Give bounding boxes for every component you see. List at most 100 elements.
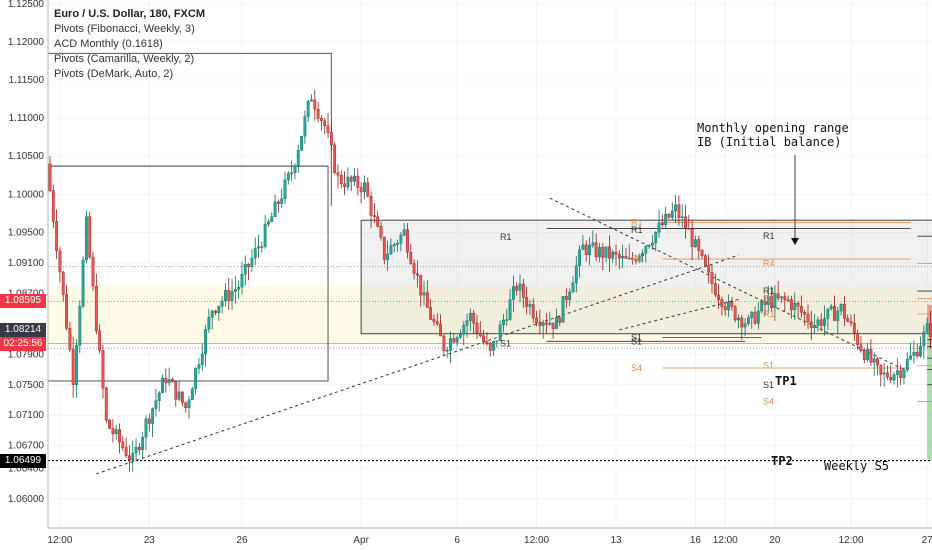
candle-body — [306, 101, 310, 117]
candle-body — [637, 255, 641, 262]
indicator-fib-pivots[interactable]: Pivots (Fibonacci, Weekly, 3) — [54, 23, 195, 35]
x-tick-label: 16 — [690, 535, 702, 546]
candle-body — [866, 348, 869, 360]
candle-body — [425, 292, 429, 308]
x-tick-label: 12:00 — [839, 535, 864, 546]
candle-body — [641, 252, 644, 256]
candle-body — [614, 251, 618, 255]
pivot-label: R1 — [631, 217, 643, 227]
candle-body — [839, 304, 843, 312]
y-tick-label: 1.08700 — [8, 288, 45, 299]
candle-body — [419, 275, 423, 296]
candle-body — [826, 308, 830, 319]
candle-body — [760, 301, 764, 312]
candle-body — [121, 441, 125, 448]
candle-body — [753, 311, 757, 324]
target-zone — [927, 330, 932, 461]
candle-body — [872, 358, 876, 363]
candle-body — [508, 299, 512, 320]
candle-body — [886, 372, 889, 378]
pivot-label: R1 — [631, 225, 643, 235]
candle-body — [707, 265, 711, 273]
candle-body — [561, 296, 565, 323]
candle-body — [690, 228, 694, 247]
candle-body — [558, 317, 562, 323]
candle-body — [525, 297, 529, 307]
pivot-label: R1 — [763, 286, 775, 296]
price-tag: 1.08214 — [0, 323, 46, 338]
candle-body — [445, 350, 449, 352]
candle-body — [147, 418, 151, 424]
candle-body — [88, 216, 92, 258]
candle-body — [210, 310, 214, 318]
x-tick-label: 20 — [769, 535, 781, 546]
indicator-camarilla[interactable]: Pivots (Camarilla, Weekly, 2) — [54, 53, 195, 65]
candle-body — [320, 118, 323, 121]
candle-body — [118, 429, 121, 443]
candle-body — [382, 237, 386, 260]
x-tick-label: Apr — [353, 535, 369, 546]
candle-body — [174, 381, 178, 400]
x-tick-label: 13 — [610, 535, 622, 546]
candle-body — [207, 317, 211, 330]
candle-body — [48, 163, 52, 191]
candle-body — [260, 246, 264, 248]
candle-body — [882, 372, 886, 375]
candle-body — [521, 283, 525, 298]
candle-body — [276, 201, 280, 204]
candle-body — [220, 300, 224, 307]
candle-body — [237, 286, 241, 290]
candle-body — [528, 304, 532, 307]
candle-body — [257, 246, 260, 249]
candle-body — [111, 428, 115, 435]
candle-body — [601, 247, 605, 258]
candle-body — [485, 341, 489, 344]
candle-body — [131, 452, 135, 461]
candle-body — [651, 242, 654, 246]
candle-body — [905, 359, 909, 371]
candle-body — [164, 377, 168, 384]
candle-body — [296, 150, 300, 166]
stop-loss-zone — [927, 304, 932, 331]
candle-body — [720, 299, 724, 307]
ib-box — [360, 219, 932, 335]
candle-body — [406, 229, 409, 253]
pivot-label: R1 — [500, 232, 512, 242]
candle-body — [836, 310, 840, 321]
y-tick-label: 1.06000 — [8, 494, 45, 505]
candle-body — [823, 318, 826, 326]
candle-body — [849, 321, 853, 324]
indicator-acd[interactable]: ACD Monthly (0.1618) — [54, 38, 163, 50]
candle-body — [581, 244, 585, 250]
candle-body — [869, 348, 873, 363]
candle-body — [412, 263, 416, 274]
candle-body — [879, 364, 883, 375]
candle-body — [435, 321, 439, 325]
annotation-initial-balance: IB (Initial balance) — [697, 135, 842, 149]
candle-body — [372, 215, 376, 217]
prior-range-box-b — [48, 52, 332, 206]
candle-body — [710, 272, 714, 284]
x-tick-label: 23 — [144, 535, 156, 546]
y-axis-ticks: 1.12500 1.12000 1.11500 1.11000 1.10500 1.100… — [8, 0, 45, 505]
candle-body — [154, 400, 158, 409]
candle-body — [518, 283, 522, 291]
candle-body — [243, 263, 247, 275]
candle-body — [253, 247, 257, 259]
candle-body — [819, 319, 823, 326]
candle-body — [780, 296, 783, 299]
candle-body — [803, 312, 807, 315]
candle-body — [929, 323, 932, 337]
candle-body — [71, 349, 75, 385]
candle-body — [283, 179, 287, 199]
annotation-tp1: TP1 — [775, 374, 797, 388]
candle-body — [700, 250, 704, 257]
pivot-label: S1 — [763, 361, 774, 371]
candle-body — [627, 257, 631, 260]
candle-body — [694, 239, 697, 247]
indicator-demark[interactable]: Pivots (DeMark, Auto, 2) — [54, 68, 174, 80]
candle-body — [660, 222, 664, 225]
candle-body — [922, 331, 926, 347]
candle-body — [902, 369, 906, 378]
